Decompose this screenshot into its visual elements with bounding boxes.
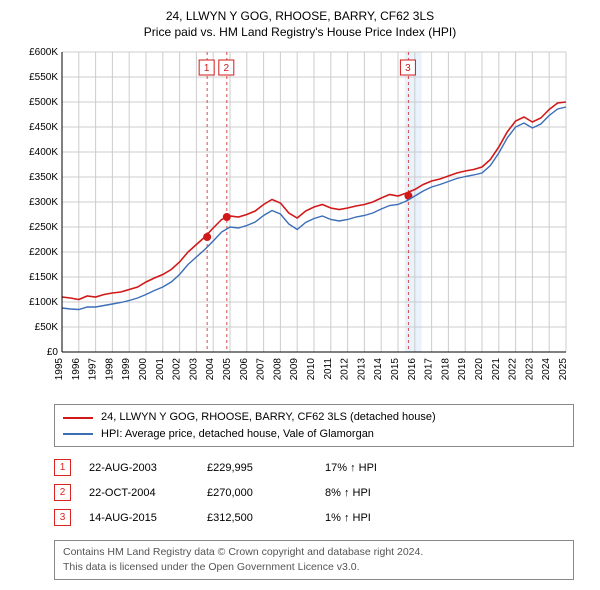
svg-text:£0: £0 <box>47 347 59 358</box>
svg-text:£550K: £550K <box>29 72 58 83</box>
note-delta: 17% ↑ HPI <box>325 462 425 474</box>
svg-text:1999: 1999 <box>121 358 132 381</box>
note-date: 22-OCT-2004 <box>89 487 189 499</box>
svg-text:1998: 1998 <box>104 358 115 381</box>
note-marker: 1 <box>54 459 71 476</box>
legend-row-red: 24, LLWYN Y GOG, RHOOSE, BARRY, CF62 3LS… <box>63 409 565 426</box>
attribution: Contains HM Land Registry data © Crown c… <box>54 540 574 579</box>
title-line2: Price paid vs. HM Land Registry's House … <box>8 24 592 40</box>
svg-text:2010: 2010 <box>306 358 317 381</box>
svg-text:£250K: £250K <box>29 222 58 233</box>
svg-text:2021: 2021 <box>491 358 502 381</box>
svg-text:2: 2 <box>224 63 230 74</box>
svg-text:2019: 2019 <box>457 358 468 381</box>
sale-notes: 1 22-AUG-2003 £229,995 17% ↑ HPI 2 22-OC… <box>8 453 592 534</box>
svg-text:1: 1 <box>204 63 210 74</box>
svg-text:£600K: £600K <box>29 47 58 58</box>
svg-text:£500K: £500K <box>29 97 58 108</box>
svg-text:2020: 2020 <box>474 358 485 381</box>
svg-text:2013: 2013 <box>356 358 367 381</box>
note-price: £270,000 <box>207 487 307 499</box>
svg-text:£100K: £100K <box>29 297 58 308</box>
note-row: 2 22-OCT-2004 £270,000 8% ↑ HPI <box>54 480 574 505</box>
svg-text:2001: 2001 <box>155 358 166 381</box>
svg-text:2025: 2025 <box>558 358 569 381</box>
svg-text:1997: 1997 <box>88 358 99 381</box>
svg-text:2016: 2016 <box>407 358 418 381</box>
legend-label-red: 24, LLWYN Y GOG, RHOOSE, BARRY, CF62 3LS… <box>101 409 436 426</box>
svg-text:1995: 1995 <box>54 358 65 381</box>
svg-text:2006: 2006 <box>239 358 250 381</box>
note-delta: 8% ↑ HPI <box>325 487 425 499</box>
legend-label-blue: HPI: Average price, detached house, Vale… <box>101 426 374 443</box>
legend-row-blue: HPI: Average price, detached house, Vale… <box>63 426 565 443</box>
note-row: 1 22-AUG-2003 £229,995 17% ↑ HPI <box>54 455 574 480</box>
svg-text:£150K: £150K <box>29 272 58 283</box>
legend-swatch-blue <box>63 433 93 435</box>
price-chart: £0 £50K £100K £150K £200K £250K £300K £350K £400… <box>16 46 584 396</box>
svg-text:2009: 2009 <box>289 358 300 381</box>
svg-text:2005: 2005 <box>222 358 233 381</box>
footer-line2: This data is licensed under the Open Gov… <box>63 560 565 575</box>
note-delta: 1% ↑ HPI <box>325 512 425 524</box>
note-date: 14-AUG-2015 <box>89 512 189 524</box>
svg-text:£350K: £350K <box>29 172 58 183</box>
svg-text:£300K: £300K <box>29 197 58 208</box>
legend: 24, LLWYN Y GOG, RHOOSE, BARRY, CF62 3LS… <box>54 404 574 447</box>
note-price: £312,500 <box>207 512 307 524</box>
svg-text:2004: 2004 <box>205 358 216 381</box>
svg-text:3: 3 <box>405 63 411 74</box>
svg-text:2003: 2003 <box>188 358 199 381</box>
svg-text:2002: 2002 <box>172 358 183 381</box>
svg-text:2015: 2015 <box>390 358 401 381</box>
svg-text:£200K: £200K <box>29 247 58 258</box>
svg-text:2012: 2012 <box>340 358 351 381</box>
footer-line1: Contains HM Land Registry data © Crown c… <box>63 545 565 560</box>
svg-text:2022: 2022 <box>508 358 519 381</box>
chart-title: 24, LLWYN Y GOG, RHOOSE, BARRY, CF62 3LS… <box>8 8 592 40</box>
svg-text:2024: 2024 <box>541 358 552 381</box>
svg-text:2018: 2018 <box>440 358 451 381</box>
svg-text:£50K: £50K <box>35 322 59 333</box>
svg-text:2007: 2007 <box>256 358 267 381</box>
svg-text:2000: 2000 <box>138 358 149 381</box>
note-row: 3 14-AUG-2015 £312,500 1% ↑ HPI <box>54 505 574 530</box>
svg-text:2008: 2008 <box>272 358 283 381</box>
svg-text:£400K: £400K <box>29 147 58 158</box>
title-line1: 24, LLWYN Y GOG, RHOOSE, BARRY, CF62 3LS <box>8 8 592 24</box>
svg-text:1996: 1996 <box>71 358 82 381</box>
svg-text:£450K: £450K <box>29 122 58 133</box>
svg-text:2014: 2014 <box>373 358 384 381</box>
svg-text:2011: 2011 <box>323 358 334 380</box>
svg-text:2023: 2023 <box>524 358 535 381</box>
note-price: £229,995 <box>207 462 307 474</box>
note-marker: 3 <box>54 509 71 526</box>
svg-text:2017: 2017 <box>424 358 435 381</box>
note-date: 22-AUG-2003 <box>89 462 189 474</box>
legend-swatch-red <box>63 417 93 419</box>
note-marker: 2 <box>54 484 71 501</box>
